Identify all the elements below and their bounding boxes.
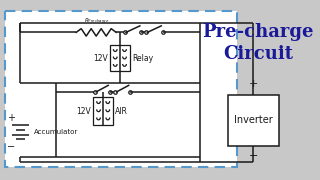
FancyBboxPatch shape [5, 11, 237, 167]
Text: $R_{Precharge}$: $R_{Precharge}$ [84, 17, 109, 27]
Text: Inverter: Inverter [234, 115, 273, 125]
Text: Accumulator: Accumulator [34, 129, 78, 135]
Bar [93, 97, 113, 125]
Text: 12V: 12V [93, 54, 108, 63]
Text: AIR: AIR [115, 107, 128, 116]
Text: +: + [7, 112, 15, 123]
Text: Relay: Relay [132, 54, 153, 63]
Text: +: + [249, 79, 258, 89]
Bar [110, 45, 130, 71]
Text: −: − [7, 142, 15, 152]
Text: Pre-charge
Circuit: Pre-charge Circuit [203, 23, 314, 63]
Bar [228, 95, 279, 146]
Text: −: − [249, 151, 258, 161]
Text: 12V: 12V [76, 107, 91, 116]
